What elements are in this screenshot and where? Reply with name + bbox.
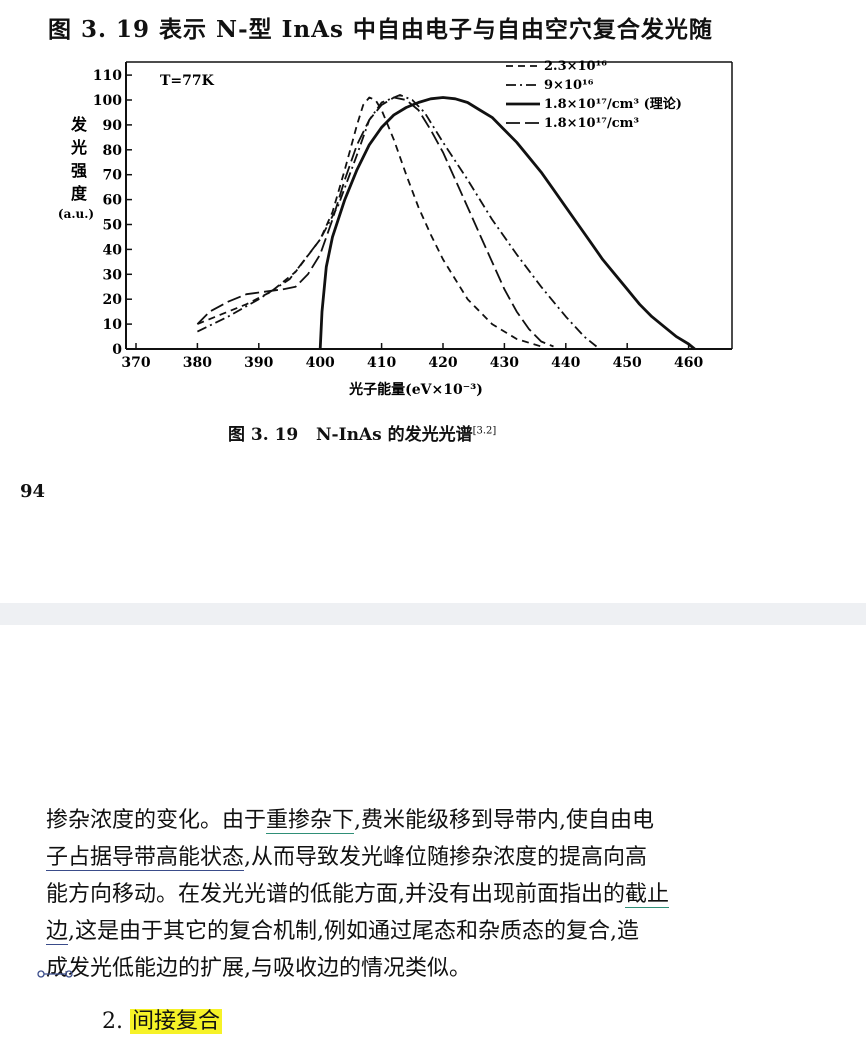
y-tick-label: 90 [103,118,123,134]
y-tick-label: 10 [103,317,123,333]
line2-text-b: ,从而导致发光峰位随掺杂浓度的提高向高 [244,845,648,870]
series-layer [196,94,696,351]
y-tick-label: 110 [93,68,122,84]
luminescence-chart: 0 10 20 30 40 50 60 70 80 90 100 110 370 380 390 400 41… [58,59,733,398]
paragraph-line-4: 边,这是由于其它的复合机制,例如通过尾态和杂质态的复合,造 [46,913,866,950]
series-line-1 [197,96,542,348]
legend-label-3: 1.8×10¹⁷/cm³ (理论) [544,96,682,112]
x-tick-label: 400 [306,355,335,371]
caption-title: N-InAs 的发光光谱 [316,425,473,445]
series-line-4 [196,96,554,348]
y-axis-label-part: 发 [70,115,88,134]
underline-annotation[interactable]: 边 [46,919,69,945]
body-paragraph: 掺杂浓度的变化。由于重掺杂下,费米能级移到导带内,使自由电 子占据导带高能状态,… [46,802,866,987]
x-tick-label: 370 [121,355,150,371]
y-tick-label: 20 [103,292,123,308]
y-tick-label: 30 [103,267,123,283]
line4-text-b: ,这是由于其它的复合机制,例如通过尾态和杂质态的复合,造 [68,919,639,944]
paragraph-line-1: 掺杂浓度的变化。由于重掺杂下,费米能级移到导带内,使自由电 [46,802,866,839]
y-tick-label: 70 [103,168,123,184]
series-line-2 [197,94,598,348]
y-axis-label-part: (a.u.) [58,207,94,221]
y-tick-label: 0 [112,342,122,358]
chart-frame [125,61,733,350]
page-separator [0,603,866,625]
caption-prefix: 图 3. 19 [228,425,299,445]
y-axis-label-part: 强 [71,161,87,180]
x-tick-label: 450 [613,355,642,371]
line3-text-a: 能方向移动。在发光光谱的低能方面,并没有出现前面指出的 [46,882,625,907]
y-axis-label-part: 光 [70,138,87,157]
y-tick-label: 100 [93,93,122,109]
x-tick-label: 420 [428,355,457,371]
y-ticks: 0 10 20 30 40 50 60 70 80 90 100 110 [93,68,132,358]
legend-label-2: 9×10¹⁶ [544,78,594,93]
annotation-handle-icon[interactable] [37,968,73,980]
line1-text-a: 掺杂浓度的变化。由于 [46,808,267,833]
y-axis-label-part: 度 [71,184,88,203]
legend-label-1: 2.3×10¹⁶ [544,59,607,74]
y-tick-label: 60 [103,193,123,209]
section-number: 2. [102,1009,123,1034]
page-number: 94 [20,481,46,502]
x-tick-label: 410 [367,355,396,371]
x-axis-label: 光子能量(eV×10⁻³) [348,381,483,398]
x-tick-label: 390 [244,355,273,371]
x-tick-label: 430 [490,355,519,371]
x-ticks: 370 380 390 400 410 420 430 440 450 460 [121,343,703,371]
temperature-annotation: T=77K [160,73,215,89]
page-top: 图 3. 19 表示 N-型 InAs 中自由电子与自由空穴复合发光随 0 10 2… [20,16,733,502]
x-tick-label: 440 [551,355,580,371]
y-tick-label: 80 [103,143,123,159]
figure-caption: 图 3. 19 N-InAs 的发光光谱[3.2] [228,420,496,445]
x-tick-label: 460 [674,355,703,371]
y-tick-label: 40 [103,242,123,258]
paragraph-line-2: 子占据导带高能状态,从而导致发光峰位随掺杂浓度的提高向高 [46,839,866,876]
highlighted-section-title[interactable]: 间接复合 [130,1009,223,1034]
legend: 2.3×10¹⁶ 9×10¹⁶ 1.8×10¹⁷/cm³ (理论) 1.8×10¹⁷/… [506,59,682,131]
series-line-3 [318,96,696,351]
continuation-line: 图 3. 19 表示 N-型 InAs 中自由电子与自由空穴复合发光随 [48,16,713,43]
paragraph-line-3: 能方向移动。在发光光谱的低能方面,并没有出现前面指出的截止 [46,876,866,913]
section-heading: 2. 间接复合 [102,1003,223,1035]
y-tick-label: 50 [103,218,123,234]
underline-annotation[interactable]: 重掺杂下 [266,808,355,834]
paragraph-line-5: 成发光低能边的扩展,与吸收边的情况类似。 [46,956,471,981]
line1-text-b: ,费米能级移到导带内,使自由电 [354,808,655,833]
x-tick-label: 380 [183,355,212,371]
underline-annotation[interactable]: 截止 [625,882,670,908]
page-bottom [0,625,866,1056]
caption-reference: [3.2] [472,425,497,437]
underline-annotation[interactable]: 子占据导带高能状态 [46,845,245,871]
legend-label-4: 1.8×10¹⁷/cm³ [544,116,639,131]
